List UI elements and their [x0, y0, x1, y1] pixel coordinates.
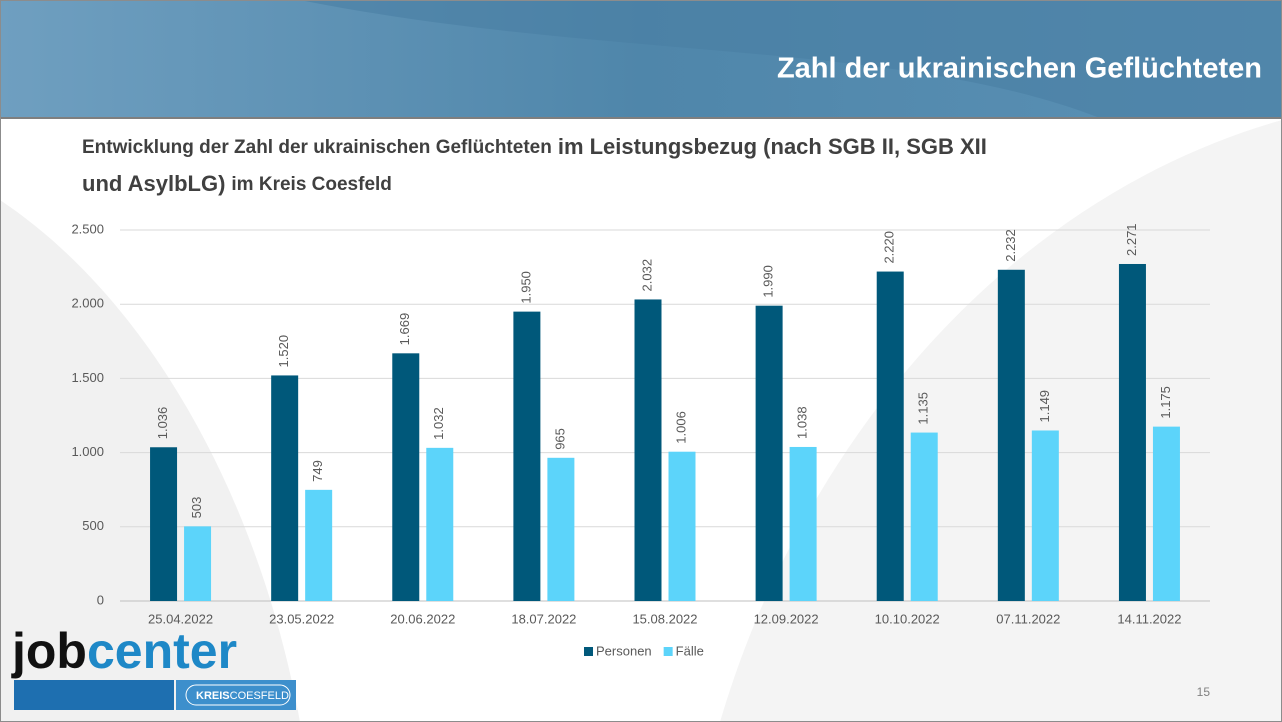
logo-center: center	[87, 623, 237, 679]
value-label: 965	[552, 428, 567, 450]
value-label: 2.032	[639, 259, 654, 292]
x-tick-label: 14.11.2022	[1117, 611, 1181, 626]
bar	[426, 447, 454, 601]
value-label: 749	[310, 460, 325, 482]
bg-shape	[0, 200, 300, 722]
legend-swatch	[663, 647, 673, 656]
y-tick-label: 0	[97, 592, 104, 607]
value-label: 1.036	[155, 407, 170, 440]
legend-swatch	[584, 647, 593, 656]
y-tick-label: 1.500	[71, 370, 104, 385]
x-tick-label: 18.07.2022	[511, 611, 576, 626]
bar	[1031, 430, 1059, 601]
value-label: 1.175	[1158, 386, 1173, 419]
page-number: 15	[1197, 685, 1211, 699]
value-label: 503	[189, 497, 204, 519]
logo-job: job	[11, 623, 87, 679]
bar	[305, 489, 333, 601]
subtitle-part: Entwicklung der Zahl der ukrainischen Ge…	[82, 137, 552, 158]
x-tick-label: 12.09.2022	[754, 611, 819, 626]
bar	[547, 457, 575, 601]
value-label: 2.220	[882, 231, 897, 264]
bar	[634, 299, 662, 601]
slide-title: Zahl der ukrainischen Geflüchteten	[777, 53, 1262, 85]
subtitle: und AsylbLG) im Kreis Coesfeld	[82, 171, 392, 196]
x-tick-label: 15.08.2022	[632, 611, 697, 626]
x-tick-label: 07.11.2022	[996, 611, 1060, 626]
logo-coesfeld: COESFELD	[230, 690, 289, 702]
y-tick-label: 2.500	[71, 221, 104, 236]
legend-label: Personen	[596, 643, 652, 658]
value-label: 1.006	[673, 411, 688, 444]
logo: jobcenter KREISCOESFELD	[11, 623, 296, 710]
bar	[668, 451, 696, 601]
y-tick-label: 500	[82, 518, 104, 533]
x-tick-label: 20.06.2022	[390, 611, 455, 626]
x-tick-label: 25.04.2022	[148, 611, 213, 626]
logo-kreis-bold: KREIS	[196, 690, 230, 702]
bar	[513, 311, 541, 601]
logo-stripes	[14, 680, 174, 710]
x-tick-label: 10.10.2022	[875, 611, 940, 626]
bar	[150, 447, 178, 601]
bar	[755, 305, 783, 601]
header-swoosh	[300, 0, 1282, 118]
bar	[271, 375, 299, 601]
bar	[1118, 263, 1146, 601]
value-label: 1.135	[916, 392, 931, 425]
y-tick-label: 1.000	[71, 444, 104, 459]
subtitle-part: und AsylbLG)	[82, 171, 225, 196]
value-label: 1.520	[276, 335, 291, 368]
bar	[392, 353, 420, 601]
logo-pill	[185, 684, 291, 706]
y-tick-label: 2.000	[71, 296, 104, 311]
bar	[910, 432, 938, 601]
value-label: 2.271	[1124, 223, 1139, 256]
logo-kreis: KREISCOESFELD	[196, 690, 289, 702]
subtitle: Entwicklung der Zahl der ukrainischen Ge…	[82, 134, 987, 159]
value-label: 1.950	[518, 271, 533, 304]
logo-text: jobcenter	[11, 623, 237, 679]
bar	[184, 526, 212, 601]
value-label: 1.032	[431, 407, 446, 440]
legend-label: Fälle	[676, 643, 704, 658]
value-label: 1.149	[1037, 390, 1052, 423]
value-label: 1.669	[397, 313, 412, 346]
bar	[789, 446, 817, 601]
value-label: 2.232	[1003, 229, 1018, 262]
value-label: 1.990	[761, 265, 776, 298]
bar	[1152, 426, 1180, 601]
x-tick-label: 23.05.2022	[269, 611, 334, 626]
bar	[876, 271, 904, 601]
value-label: 1.038	[795, 406, 810, 439]
bar	[997, 269, 1025, 601]
subtitle-part: im Kreis Coesfeld	[231, 174, 392, 195]
subtitle-part: im Leistungsbezug (nach SGB II, SGB XII	[558, 134, 987, 159]
